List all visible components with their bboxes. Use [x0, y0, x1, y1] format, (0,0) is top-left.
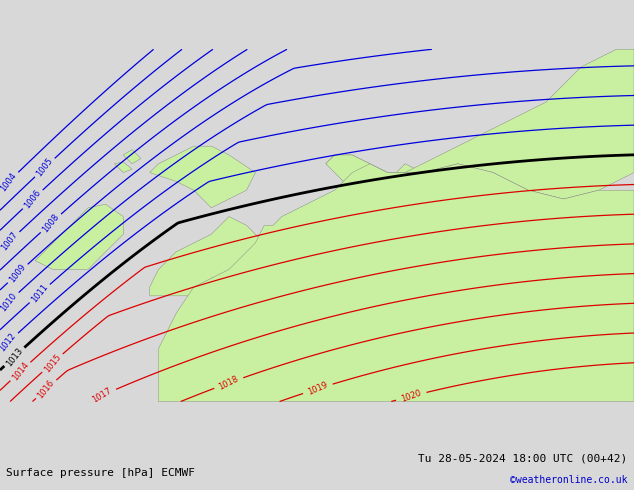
Text: 1011: 1011 — [30, 283, 50, 304]
Polygon shape — [150, 146, 256, 208]
Text: 1018: 1018 — [217, 374, 240, 392]
Polygon shape — [326, 49, 634, 199]
Text: 1020: 1020 — [400, 389, 423, 404]
Text: Tu 28-05-2024 18:00 UTC (00+42): Tu 28-05-2024 18:00 UTC (00+42) — [418, 453, 628, 463]
Text: 1016: 1016 — [36, 378, 56, 400]
Polygon shape — [158, 164, 634, 401]
Text: 1015: 1015 — [42, 352, 63, 374]
Polygon shape — [326, 155, 423, 199]
Text: 1017: 1017 — [91, 386, 113, 405]
Text: 1005: 1005 — [35, 156, 55, 179]
Polygon shape — [36, 204, 123, 270]
Text: 1006: 1006 — [23, 188, 42, 211]
Polygon shape — [423, 187, 458, 202]
Text: 1009: 1009 — [8, 263, 28, 285]
Text: 1004: 1004 — [0, 171, 18, 193]
Text: 1007: 1007 — [0, 230, 20, 252]
Text: 1012: 1012 — [0, 331, 18, 353]
Polygon shape — [458, 187, 484, 202]
Text: 1014: 1014 — [10, 361, 30, 383]
Text: 1008: 1008 — [41, 212, 61, 234]
Text: 1019: 1019 — [306, 380, 329, 397]
Polygon shape — [378, 164, 432, 217]
Text: 1010: 1010 — [0, 291, 19, 313]
Text: Surface pressure [hPa] ECMWF: Surface pressure [hPa] ECMWF — [6, 468, 195, 478]
Text: ©weatheronline.co.uk: ©weatheronline.co.uk — [510, 475, 628, 485]
Text: 1013: 1013 — [4, 345, 24, 368]
Polygon shape — [150, 217, 264, 296]
Polygon shape — [115, 162, 132, 172]
Polygon shape — [123, 149, 141, 164]
